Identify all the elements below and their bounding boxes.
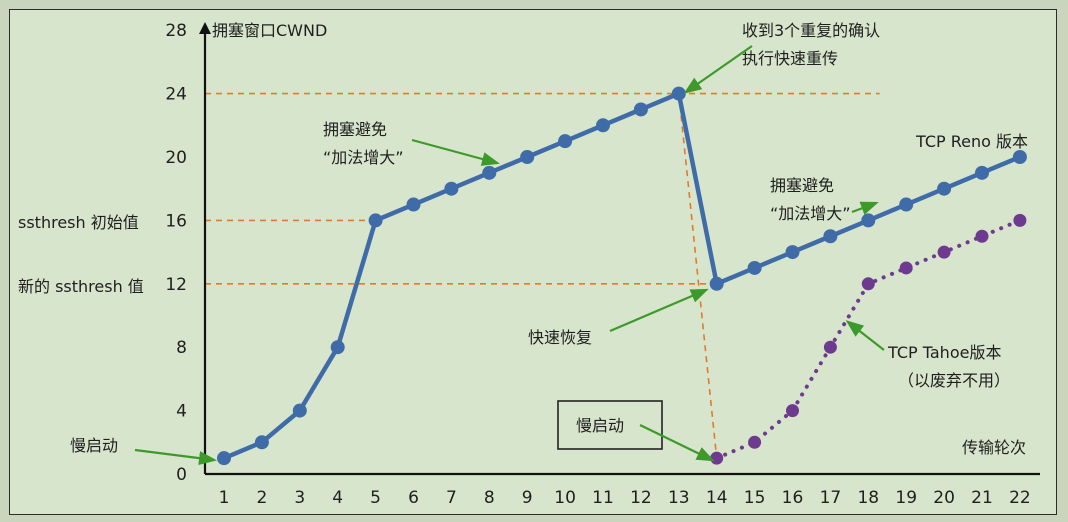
ssthresh-new-label: 新的 ssthresh 值 (18, 277, 144, 296)
annotation-slow-start: 慢启动 (70, 436, 118, 455)
x-tick-label-1: 1 (219, 488, 230, 508)
annotation-congestion-avoid-1-line2: “加法增大” (323, 148, 404, 167)
slow-start-box (557, 400, 663, 450)
point-tahoe-17 (823, 340, 837, 354)
point-reno-14 (709, 276, 724, 291)
point-reno-9 (520, 150, 535, 164)
point-reno-8 (482, 165, 497, 180)
y-axis-title: 拥塞窗口CWND (212, 21, 327, 40)
point-reno-22 (1012, 150, 1027, 164)
x-tick-label-11: 11 (592, 488, 614, 508)
point-reno-16 (785, 245, 800, 260)
x-tick-label-5: 5 (370, 488, 381, 508)
annotation-congestion-avoid-1-line1: 拥塞避免 (323, 120, 387, 139)
point-reno-1 (217, 451, 231, 466)
x-tick-label-7: 7 (446, 488, 457, 508)
point-tahoe-14 (710, 451, 724, 465)
arrow-fast-recovery (609, 288, 709, 333)
annotation-fast-recovery: 快速恢复 (528, 328, 592, 347)
drop-line (678, 93, 718, 459)
point-tahoe-18 (861, 277, 875, 291)
x-tick-label-19: 19 (895, 488, 917, 508)
y-tick-label-8: 8 (176, 338, 187, 358)
x-tick-label-4: 4 (332, 488, 343, 508)
series-line-reno (223, 91, 1021, 461)
point-reno-4 (330, 340, 345, 355)
point-reno-17 (823, 229, 838, 244)
x-tick-label-14: 14 (706, 488, 728, 508)
x-tick-label-13: 13 (668, 488, 690, 508)
point-reno-15 (747, 260, 762, 275)
arrow-slow-start-boxed (639, 424, 715, 462)
point-reno-2 (254, 435, 269, 450)
x-tick-label-17: 17 (820, 488, 842, 508)
x-axis-title: 传输轮次 (962, 438, 1026, 457)
axes (199, 22, 1040, 476)
point-tahoe-22 (1013, 213, 1027, 227)
point-reno-3 (292, 403, 307, 418)
reference-lines (205, 92, 880, 459)
point-tahoe-21 (975, 229, 989, 243)
data-series (217, 86, 1027, 466)
x-tick-label-12: 12 (630, 488, 652, 508)
x-tick-label-9: 9 (522, 488, 533, 508)
arrow-three-dup-ack (683, 45, 753, 94)
point-reno-18 (861, 213, 876, 228)
y-tick-label-4: 4 (176, 402, 187, 422)
x-tick-label-2: 2 (256, 488, 267, 508)
arrow-slow-start (134, 448, 217, 466)
x-tick-label-10: 10 (554, 488, 576, 508)
point-reno-10 (558, 134, 573, 149)
point-tahoe-16 (786, 404, 799, 418)
x-tick-label-8: 8 (484, 488, 495, 508)
point-reno-20 (937, 181, 952, 196)
point-reno-7 (444, 181, 459, 196)
annotation-tahoe-version-line2: （以废弃不用） (898, 371, 1010, 390)
x-tick-label-22: 22 (1009, 488, 1031, 508)
annotation-congestion-avoid-2-line2: “加法增大” (770, 204, 851, 223)
x-tick-label-16: 16 (782, 488, 804, 508)
y-tick-label-12: 12 (165, 275, 187, 295)
y-tick-label-0: 0 (176, 465, 187, 485)
arrow-congestion-avoid-2 (851, 201, 879, 215)
annotation-congestion-avoid-2-line1: 拥塞避免 (770, 176, 834, 195)
point-reno-12 (633, 102, 648, 117)
x-tick-label-6: 6 (408, 488, 419, 508)
chart-frame (9, 9, 1057, 515)
annotations: 慢启动 拥塞避免 “加法增大” 收到3个重复的确认 执行快速重传 TCP Ren… (70, 21, 1028, 455)
ssthresh-initial-label: ssthresh 初始值 (18, 213, 139, 232)
x-tick-label-15: 15 (744, 488, 766, 508)
x-tick-label-21: 21 (971, 488, 993, 508)
point-tahoe-15 (748, 435, 762, 449)
arrow-tahoe (845, 320, 885, 351)
annotation-reno-version: TCP Reno 版本 (915, 132, 1028, 151)
y-tick-label-20: 20 (165, 148, 187, 168)
point-reno-21 (975, 165, 989, 180)
annotation-tahoe-version-line1: TCP Tahoe版本 (887, 343, 1001, 362)
y-tick-label-28: 28 (165, 21, 187, 41)
x-tick-label-3: 3 (294, 488, 305, 508)
point-reno-6 (406, 197, 421, 212)
y-tick-label-24: 24 (165, 85, 187, 105)
annotation-slow-start-boxed: 慢启动 (576, 416, 624, 435)
point-reno-11 (596, 118, 610, 133)
arrow-congestion-avoid-1 (411, 138, 500, 166)
annotation-three-dup-ack-line1: 收到3个重复的确认 (742, 21, 880, 40)
point-reno-13 (671, 86, 686, 101)
x-tick-label-20: 20 (933, 488, 955, 508)
point-tahoe-20 (937, 245, 951, 259)
y-tick-label-16: 16 (165, 211, 187, 231)
series-line-tahoe (714, 218, 1022, 461)
annotation-arrows (134, 45, 885, 466)
point-reno-19 (899, 197, 914, 212)
annotation-three-dup-ack-line2: 执行快速重传 (742, 49, 838, 68)
x-tick-label-18: 18 (857, 488, 879, 508)
point-tahoe-19 (899, 261, 913, 275)
point-reno-5 (368, 213, 383, 228)
